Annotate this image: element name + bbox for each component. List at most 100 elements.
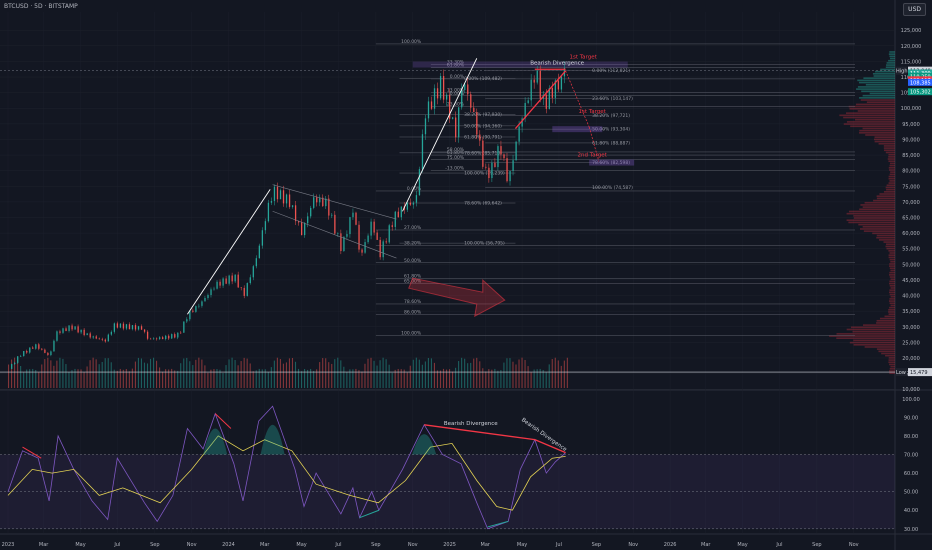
candle-body (246, 283, 248, 296)
time-tick-label: Sep (150, 542, 159, 548)
volume-bar (26, 369, 28, 388)
volume-bar (98, 364, 100, 388)
volume-profile-bar (889, 274, 895, 276)
candle-body (128, 324, 131, 330)
impulse-arrow-1 (187, 189, 271, 315)
candle-body (382, 241, 384, 258)
fib-retrace-label: 23.60% (103,147) (592, 96, 633, 102)
volume-bar (264, 369, 266, 388)
price-badge: 105,302 (910, 90, 931, 96)
volume-profile-bar (888, 153, 895, 156)
volume-bar (355, 368, 357, 388)
channel-bottom (272, 210, 397, 259)
chart-annotation: 2nd Target (578, 153, 608, 159)
volume-profile-bar (876, 236, 895, 239)
candle-body (77, 326, 79, 333)
rsi-tick-label: 100.00 (902, 397, 920, 403)
volume-bar (294, 361, 297, 388)
volume-profile-bar (848, 210, 895, 213)
candle-body (524, 102, 526, 119)
candle-body (146, 331, 149, 339)
candle-body (165, 335, 167, 340)
volume-bar (542, 370, 544, 388)
volume-profile-bar (890, 304, 895, 307)
candle-body (222, 278, 224, 286)
volume-bar (44, 359, 46, 388)
candle-body (228, 275, 230, 284)
volume-bar (479, 361, 481, 388)
volume-profile-bar (859, 132, 895, 134)
volume-bar (503, 362, 505, 388)
candle-body (267, 202, 270, 222)
volume-bar (470, 362, 472, 388)
currency-button[interactable]: USD (903, 3, 926, 16)
fib-level-label: 61.80% (447, 63, 465, 69)
candle-body (325, 198, 327, 207)
candle-body (270, 201, 273, 203)
bearish-arrow (408, 277, 506, 318)
candle-body (131, 325, 134, 330)
time-tick-label: Sep (812, 542, 821, 548)
candle-body (35, 344, 37, 349)
volume-bar (291, 357, 294, 388)
volume-bar (427, 357, 429, 388)
volume-profile-bar (873, 75, 895, 77)
fib-level-label: 38.20% (404, 241, 422, 247)
candle-body (92, 336, 94, 338)
volume-profile-bar (889, 267, 895, 270)
volume-profile-bar (885, 151, 895, 154)
price-tick-label: 70,000 (902, 200, 920, 206)
candle-body (297, 221, 300, 223)
volume-profile-bar (883, 145, 895, 147)
candle-body (294, 205, 297, 222)
volume-bar (415, 357, 417, 388)
volume-bar (325, 358, 327, 388)
rsi-tick-label: 40.00 (904, 508, 918, 514)
rsi-divergence-line-3 (22, 446, 42, 459)
volume-profile-bar (888, 359, 895, 361)
volume-bar (104, 358, 106, 388)
fib-level-label: 23.60% (447, 102, 465, 108)
volume-profile-bar (889, 298, 895, 300)
volume-bar (566, 357, 568, 388)
candle-body (334, 214, 336, 234)
volume-profile-bar (889, 293, 895, 296)
volume-bar (361, 371, 363, 388)
candle-body (98, 338, 100, 340)
volume-bar (364, 363, 366, 388)
candle-body (20, 356, 22, 357)
candle-body (140, 326, 143, 330)
volume-profile-bar (889, 271, 895, 274)
volume-bar (222, 372, 224, 388)
candle-body (488, 167, 490, 179)
rsi-divergence-line-2 (534, 439, 566, 454)
volume-bar (560, 365, 562, 388)
candle-body (470, 94, 472, 108)
volume-bar (192, 365, 194, 388)
volume-bar (59, 357, 61, 388)
volume-profile-bar (885, 66, 895, 69)
volume-bar (131, 368, 133, 388)
candle-body (485, 166, 487, 168)
candle-body (409, 202, 412, 205)
candle-body (455, 117, 457, 138)
volume-profile-bar (850, 326, 895, 329)
symbol-title: BTCUSD · 5D · BITSTAMP (4, 3, 78, 10)
chart-annotation: 1st Target (569, 54, 597, 60)
volume-profile-bar (888, 53, 895, 55)
candle-body (436, 88, 439, 99)
fib-level-label: 100.00% (401, 331, 422, 337)
volume-profile-bar (888, 313, 895, 315)
candle-body (337, 233, 339, 234)
volume-bar (128, 371, 130, 388)
volume-bar (11, 359, 13, 388)
candles (11, 61, 566, 369)
volume-profile-bar (889, 282, 895, 285)
volume-bar (334, 359, 336, 388)
volume-bar (515, 364, 517, 388)
rsi-divergence-line-4 (214, 413, 232, 429)
candle-body (491, 162, 493, 179)
candle-body (506, 158, 508, 182)
volume-profile-bar (829, 335, 895, 337)
